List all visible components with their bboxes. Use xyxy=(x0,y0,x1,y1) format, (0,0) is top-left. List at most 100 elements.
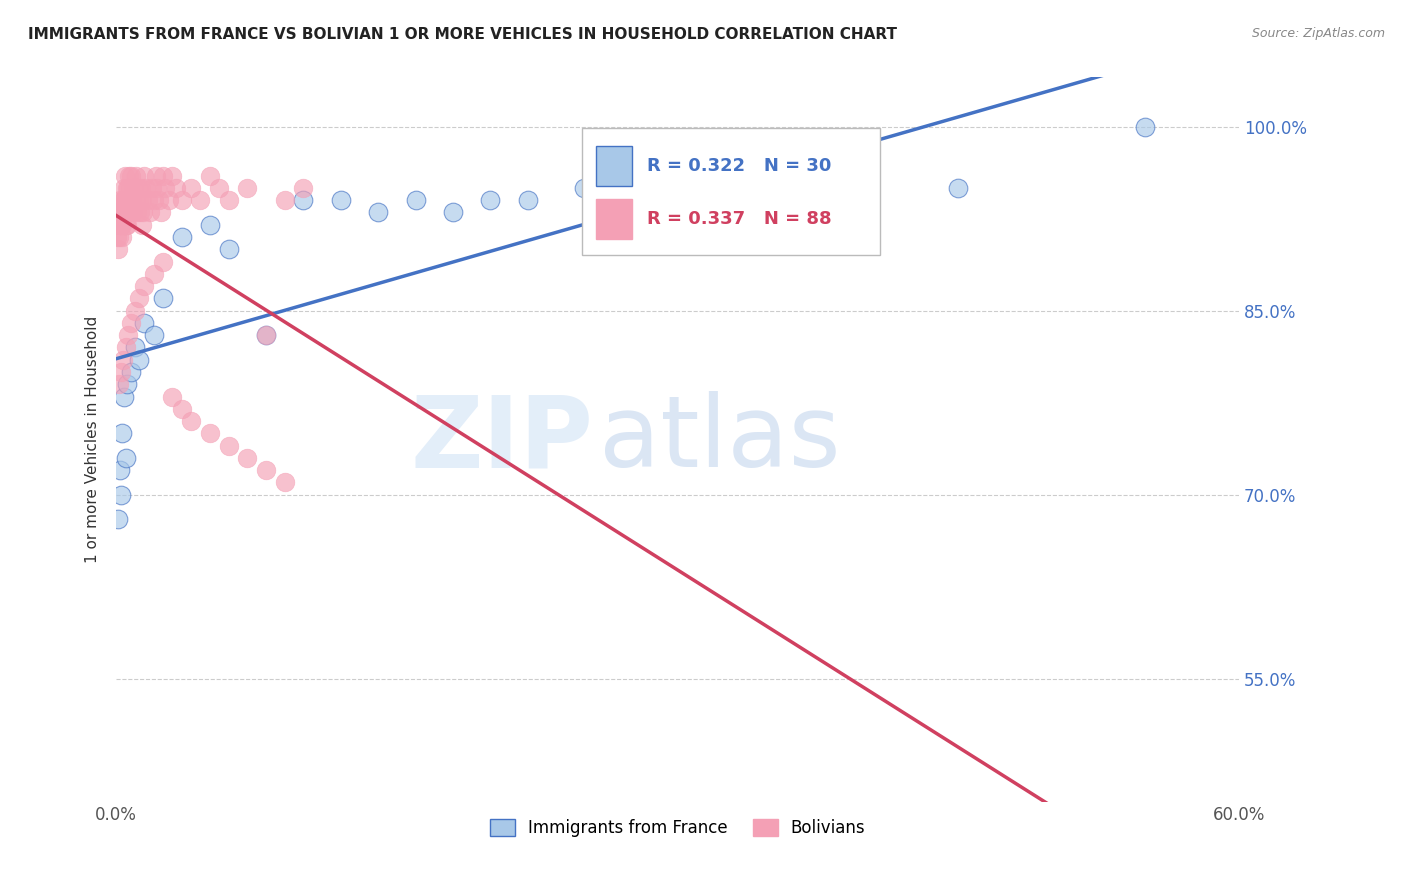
Point xyxy=(117,377,139,392)
Point xyxy=(108,230,131,244)
Text: R = 0.322   N = 30: R = 0.322 N = 30 xyxy=(647,157,831,175)
Point xyxy=(190,193,212,207)
Point xyxy=(120,205,142,219)
Point xyxy=(110,230,132,244)
Point xyxy=(198,218,221,232)
Point xyxy=(132,205,155,219)
Point xyxy=(110,218,132,232)
Point xyxy=(107,218,129,232)
Point xyxy=(170,230,193,244)
Point xyxy=(125,169,148,183)
Point xyxy=(236,181,259,195)
Point xyxy=(112,205,135,219)
Point xyxy=(128,352,150,367)
Point xyxy=(180,181,202,195)
Point xyxy=(111,205,134,219)
Point xyxy=(115,205,138,219)
Point xyxy=(479,193,502,207)
Point xyxy=(107,205,129,219)
Point xyxy=(118,205,141,219)
Point xyxy=(292,193,315,207)
Point xyxy=(120,365,142,379)
Point xyxy=(108,377,131,392)
Point xyxy=(131,193,153,207)
Point xyxy=(146,181,169,195)
Point xyxy=(114,205,136,219)
Point xyxy=(142,328,165,343)
Point xyxy=(134,169,156,183)
Text: Source: ZipAtlas.com: Source: ZipAtlas.com xyxy=(1251,27,1385,40)
Point xyxy=(114,218,136,232)
Point xyxy=(198,426,221,441)
Point xyxy=(136,193,159,207)
Point xyxy=(111,426,134,441)
Point xyxy=(135,181,157,195)
Point xyxy=(134,316,156,330)
Point xyxy=(115,193,138,207)
Point xyxy=(139,205,162,219)
Point xyxy=(150,205,173,219)
Point xyxy=(516,193,538,207)
Point xyxy=(112,390,135,404)
Point xyxy=(254,328,277,343)
Point xyxy=(180,414,202,428)
Point xyxy=(128,193,150,207)
Text: atlas: atlas xyxy=(599,391,841,488)
Point xyxy=(115,181,138,195)
Point xyxy=(110,205,132,219)
Point xyxy=(367,205,389,219)
Point xyxy=(110,365,132,379)
Point xyxy=(107,512,129,526)
Point xyxy=(120,316,142,330)
Point xyxy=(148,193,170,207)
Text: R = 0.337   N = 88: R = 0.337 N = 88 xyxy=(647,210,832,227)
Bar xyxy=(582,128,880,255)
Point xyxy=(170,193,193,207)
Legend: Immigrants from France, Bolivians: Immigrants from France, Bolivians xyxy=(482,813,872,844)
Point xyxy=(218,193,240,207)
Point xyxy=(110,488,132,502)
Point xyxy=(142,267,165,281)
Point xyxy=(145,169,167,183)
Point xyxy=(218,242,240,256)
Point xyxy=(273,475,295,490)
Point xyxy=(152,291,174,305)
Point xyxy=(329,193,352,207)
Point xyxy=(142,193,165,207)
Point xyxy=(108,218,131,232)
Point xyxy=(121,193,143,207)
Point xyxy=(108,193,131,207)
Point xyxy=(124,193,146,207)
Point xyxy=(117,181,139,195)
Point xyxy=(572,181,595,195)
Point xyxy=(666,181,689,195)
Point xyxy=(236,450,259,465)
Point xyxy=(124,341,146,355)
Point xyxy=(759,181,782,195)
Point xyxy=(441,205,464,219)
Point xyxy=(120,181,142,195)
Point xyxy=(128,205,150,219)
Point xyxy=(114,341,136,355)
Point xyxy=(129,181,152,195)
Text: IMMIGRANTS FROM FRANCE VS BOLIVIAN 1 OR MORE VEHICLES IN HOUSEHOLD CORRELATION C: IMMIGRANTS FROM FRANCE VS BOLIVIAN 1 OR … xyxy=(28,27,897,42)
Point xyxy=(122,181,145,195)
Point xyxy=(273,193,295,207)
Point xyxy=(118,193,141,207)
Point xyxy=(111,352,134,367)
Point xyxy=(118,169,141,183)
Point xyxy=(111,218,134,232)
Point xyxy=(107,242,129,256)
Bar xyxy=(596,199,631,239)
Point xyxy=(152,254,174,268)
Point xyxy=(128,291,150,305)
Point xyxy=(131,218,153,232)
Point xyxy=(111,193,134,207)
Point xyxy=(405,193,427,207)
Point xyxy=(162,390,184,404)
Point xyxy=(114,450,136,465)
Point xyxy=(120,169,142,183)
Point xyxy=(162,169,184,183)
Bar xyxy=(596,146,631,186)
Point xyxy=(157,193,180,207)
